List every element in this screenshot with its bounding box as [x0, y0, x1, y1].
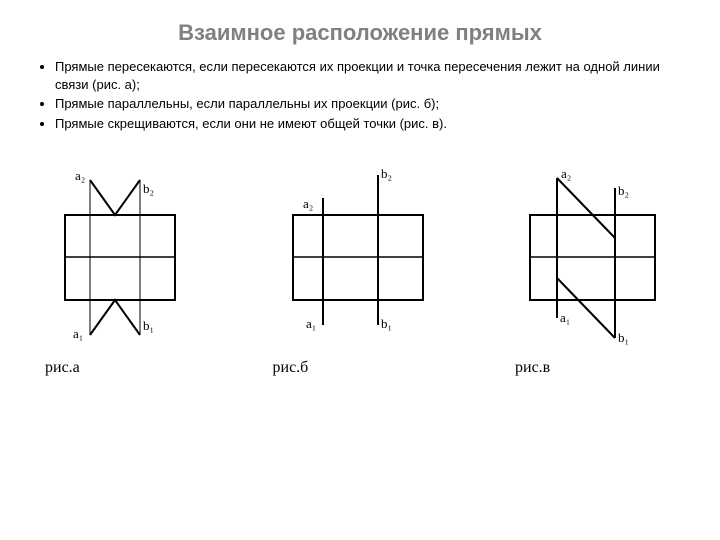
upper-cross [90, 180, 140, 215]
label-a2: a₂ [561, 166, 571, 181]
diagrams-row: a₂ b₂ a₁ b₁ рис.а a₂ b₂ a₁ b₁ рис.б [30, 160, 690, 377]
label-b1: b₁ [618, 330, 629, 345]
bullet-list: Прямые пересекаются, если пересекаются и… [30, 58, 690, 132]
cross-upper [557, 178, 615, 238]
bullet-item: Прямые параллельны, если параллельны их … [55, 95, 690, 113]
diagram-a: a₂ b₂ a₁ b₁ рис.а [35, 160, 210, 377]
caption-a: рис.а [45, 359, 80, 377]
label-a2: a₂ [303, 196, 313, 211]
diagram-b: a₂ b₂ a₁ b₁ рис.б [263, 160, 453, 377]
label-b1: b₁ [381, 316, 392, 331]
label-b2: b₂ [143, 181, 154, 196]
bullet-item: Прямые пересекаются, если пересекаются и… [55, 58, 690, 93]
caption-b: рис.б [273, 359, 309, 377]
label-b2: b₂ [618, 183, 629, 198]
diagram-v: a₂ b₂ a₁ b₁ рис.в [505, 160, 685, 377]
label-b2: b₂ [381, 166, 392, 181]
cross-lower [557, 278, 615, 338]
label-a1: a₁ [306, 316, 316, 331]
bullet-item: Прямые скрещиваются, если они не имеют о… [55, 115, 690, 133]
caption-v: рис.в [515, 359, 550, 377]
label-a2: a₂ [75, 168, 85, 183]
label-b1: b₁ [143, 318, 154, 333]
diagram-a-svg: a₂ b₂ a₁ b₁ [35, 160, 210, 355]
diagram-v-svg: a₂ b₂ a₁ b₁ [505, 160, 685, 355]
label-a1: a₁ [560, 310, 570, 325]
label-a1: a₁ [73, 326, 83, 341]
lower-cross [90, 300, 140, 335]
diagram-b-svg: a₂ b₂ a₁ b₁ [263, 160, 453, 355]
page-title: Взаимное расположение прямых [30, 20, 690, 46]
